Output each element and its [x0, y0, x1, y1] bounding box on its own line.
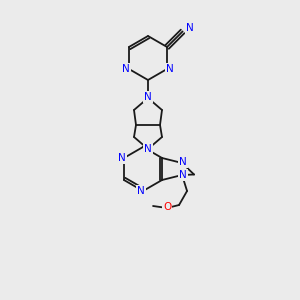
Text: O: O [163, 202, 171, 212]
Text: N: N [144, 92, 152, 102]
Text: N: N [179, 157, 187, 167]
Text: N: N [122, 64, 130, 74]
Text: N: N [179, 170, 187, 180]
Text: N: N [144, 144, 152, 154]
Text: N: N [137, 186, 145, 196]
Text: N: N [186, 23, 194, 33]
Text: N: N [166, 64, 174, 74]
Text: N: N [118, 153, 126, 163]
